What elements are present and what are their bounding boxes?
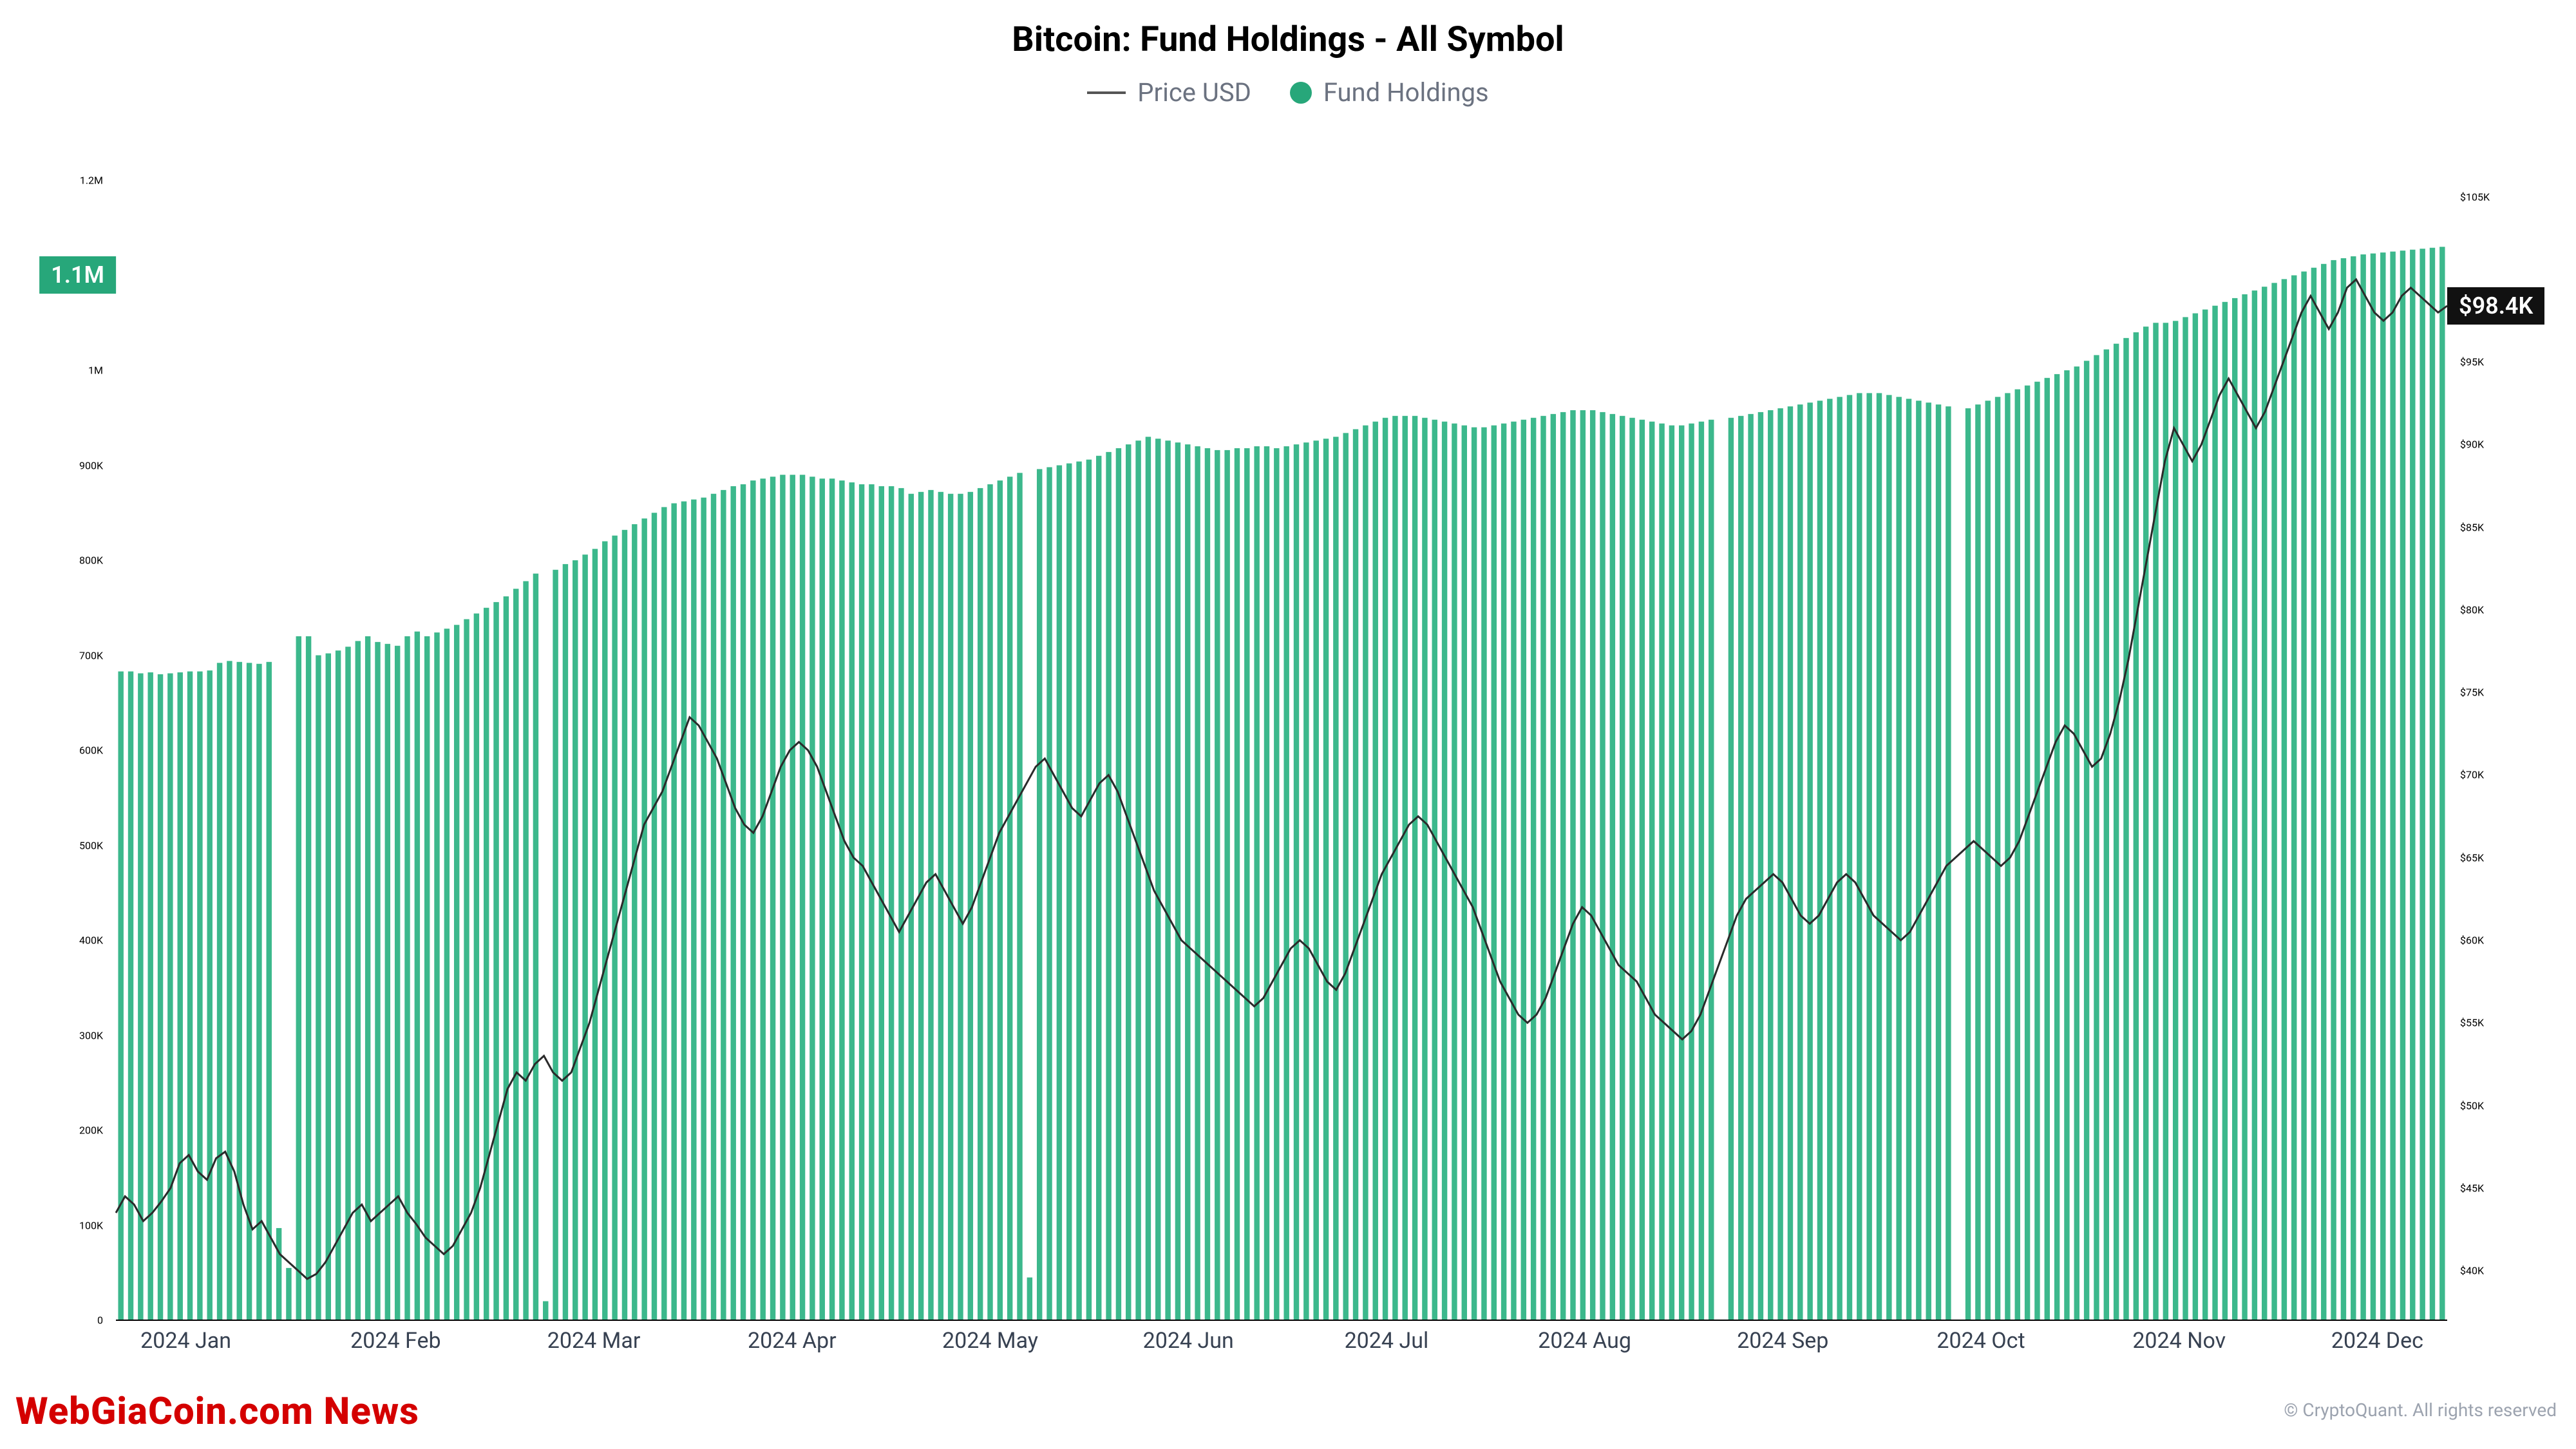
x-tick: 2024 Sep — [1737, 1320, 1828, 1354]
y-left-tick: 0 — [97, 1314, 116, 1327]
x-tick: 2024 Apr — [748, 1320, 837, 1354]
legend-price-label: Price USD — [1137, 77, 1251, 108]
legend-price: Price USD — [1087, 77, 1251, 108]
x-tick: 2024 Nov — [2132, 1320, 2226, 1354]
y-right-tick: $80K — [2447, 603, 2484, 616]
y-right-tick: $45K — [2447, 1182, 2484, 1194]
y-right-tick: $40K — [2447, 1265, 2484, 1277]
legend: Price USD Fund Holdings — [0, 77, 2576, 108]
y-right-tick: $85K — [2447, 521, 2484, 533]
y-right-tick: $60K — [2447, 934, 2484, 946]
right-value-badge: $98.4K — [2447, 287, 2544, 325]
x-tick: 2024 Aug — [1538, 1320, 1631, 1354]
y-left-tick: 300K — [79, 1029, 116, 1041]
y-right-tick: $70K — [2447, 769, 2484, 781]
chart-container: Bitcoin: Fund Holdings - All Symbol Pric… — [0, 0, 2576, 1449]
chart-title: Bitcoin: Fund Holdings - All Symbol — [0, 19, 2576, 60]
y-right-tick: $75K — [2447, 687, 2484, 699]
watermark-right: © CryptoQuant. All rights reserved — [2284, 1399, 2557, 1421]
y-left-tick: 700K — [79, 649, 116, 661]
y-right-tick: $55K — [2447, 1017, 2484, 1029]
y-right-tick: $90K — [2447, 439, 2484, 451]
x-tick: 2024 Jan — [140, 1320, 231, 1354]
y-left-tick: 100K — [79, 1219, 116, 1231]
x-tick: 2024 Dec — [2331, 1320, 2423, 1354]
legend-holdings-label: Fund Holdings — [1323, 77, 1489, 108]
x-tick: 2024 May — [942, 1320, 1038, 1354]
y-left-tick: 200K — [79, 1124, 116, 1137]
y-left-tick: 800K — [79, 554, 116, 566]
plot-area: 0100K200K300K400K500K600K700K800K900K1M1… — [116, 180, 2447, 1320]
y-right-tick: $105K — [2447, 191, 2490, 203]
x-tick: 2024 Mar — [547, 1320, 641, 1354]
left-value-badge: 1.1M — [39, 256, 116, 294]
y-left-tick: 1M — [88, 364, 116, 376]
y-right-tick: $65K — [2447, 851, 2484, 864]
x-tick: 2024 Jul — [1345, 1320, 1429, 1354]
legend-holdings: Fund Holdings — [1290, 77, 1489, 108]
y-left-tick: 1.2M — [80, 175, 116, 187]
watermark-left: WebGiaCoin.com News — [15, 1390, 419, 1434]
x-tick: 2024 Oct — [1937, 1320, 2025, 1354]
chart-svg — [116, 180, 2447, 1320]
y-right-tick: $50K — [2447, 1099, 2484, 1112]
x-tick: 2024 Jun — [1143, 1320, 1234, 1354]
x-tick: 2024 Feb — [350, 1320, 440, 1354]
y-left-tick: 900K — [79, 459, 116, 471]
y-left-tick: 400K — [79, 934, 116, 946]
legend-dot-icon — [1290, 82, 1312, 104]
legend-line-icon — [1087, 91, 1126, 94]
y-left-tick: 500K — [79, 839, 116, 851]
y-right-tick: $95K — [2447, 356, 2484, 368]
y-left-tick: 600K — [79, 744, 116, 757]
